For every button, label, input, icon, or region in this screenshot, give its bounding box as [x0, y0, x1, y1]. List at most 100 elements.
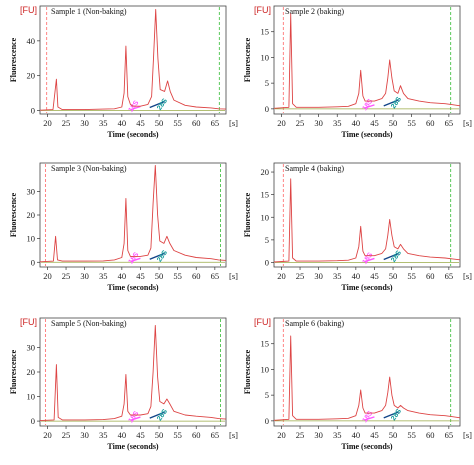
- fu-unit-label: [FU]: [254, 317, 271, 327]
- panel-title: Sample 5 (Non-baking): [51, 319, 127, 328]
- y-tick-label: 20: [27, 71, 36, 81]
- region-28s: [383, 99, 399, 107]
- x-tick-label: 45: [370, 118, 379, 128]
- x-tick-label: 65: [211, 430, 220, 440]
- x-tick-label: 25: [62, 430, 71, 440]
- x-tick-label: 55: [407, 271, 416, 281]
- plot-frame: [39, 162, 227, 268]
- x-tick-label: 65: [445, 271, 454, 281]
- x-tick-label: 55: [173, 118, 182, 128]
- x-tick-label: 35: [99, 118, 108, 128]
- x-tick-label: 20: [43, 271, 52, 281]
- chart-panel-5: 20 25 30 35 40 45 50 55 60 65 [s] 0 10 20 30 [FU] Fluore…: [9, 317, 238, 451]
- x-tick-label: 60: [192, 118, 201, 128]
- region-18s: [364, 257, 375, 263]
- region-18s: [130, 105, 141, 111]
- x-tick-label: 25: [62, 271, 71, 281]
- x-tick-label: 50: [155, 271, 164, 281]
- x-tick-label: 50: [155, 430, 164, 440]
- x-tick-label: 35: [333, 271, 342, 281]
- chart-panel-1: 20 25 30 35 40 45 50 55 60 65 [s] 0 20 40 [FU] Fluoresc…: [9, 5, 238, 139]
- x-tick-label: 40: [352, 430, 361, 440]
- x-tick-label: 65: [211, 271, 220, 281]
- x-tick-label: 60: [192, 430, 201, 440]
- panel-title: Sample 1 (Non-baking): [51, 7, 127, 16]
- region-28s: [149, 100, 165, 109]
- x-tick-label: 55: [407, 118, 416, 128]
- y-tick-label: 5: [265, 235, 269, 245]
- y-tick-label: 10: [261, 52, 270, 62]
- x-unit-label: [s]: [463, 271, 472, 281]
- x-tick-label: 65: [445, 430, 454, 440]
- y-tick-label: 5: [265, 390, 269, 400]
- x-tick-label: 40: [118, 118, 127, 128]
- region-18s: [364, 104, 375, 109]
- x-tick-label: 35: [333, 430, 342, 440]
- x-tick-label: 30: [80, 271, 89, 281]
- region-28s: [149, 252, 165, 260]
- y-axis-title: Fluorescence: [243, 192, 252, 237]
- y-tick-label: 0: [31, 416, 35, 426]
- fu-unit-label: [FU]: [254, 5, 271, 15]
- y-axis-title: Fluorescence: [9, 37, 18, 82]
- x-tick-label: 45: [370, 271, 379, 281]
- x-unit-label: [s]: [463, 430, 472, 440]
- y-tick-label: 10: [27, 392, 36, 402]
- x-tick-label: 20: [277, 430, 286, 440]
- y-tick-label: 20: [27, 367, 36, 377]
- region-18s: [130, 257, 141, 262]
- x-unit-label: [s]: [229, 430, 238, 440]
- chart-panel-3: 20 25 30 35 40 45 50 55 60 65 [s] 0 10 20 30 Fluorescen…: [9, 162, 238, 292]
- x-tick-label: 35: [99, 271, 108, 281]
- y-tick-label: 30: [27, 342, 36, 352]
- x-tick-label: 20: [277, 271, 286, 281]
- x-tick-label: 25: [296, 430, 305, 440]
- series-line: [273, 335, 461, 421]
- x-unit-label: [s]: [229, 271, 238, 281]
- x-tick-label: 50: [155, 118, 164, 128]
- y-tick-label: 20: [261, 167, 270, 177]
- plot-frame: [273, 162, 461, 268]
- y-tick-label: 0: [265, 416, 269, 426]
- x-tick-label: 50: [389, 271, 398, 281]
- x-tick-label: 20: [277, 118, 286, 128]
- x-unit-label: [s]: [463, 118, 472, 128]
- y-tick-label: 0: [265, 257, 269, 267]
- x-axis-title: Time (seconds): [107, 442, 159, 451]
- x-tick-label: 40: [118, 430, 127, 440]
- x-tick-label: 55: [407, 430, 416, 440]
- y-tick-label: 0: [31, 106, 35, 116]
- y-tick-label: 40: [27, 36, 36, 46]
- chart-panel-6: 20 25 30 35 40 45 50 55 60 65 [s] 0 5 10 15 [FU] Fluores…: [243, 317, 472, 451]
- x-tick-label: 35: [99, 430, 108, 440]
- x-tick-label: 60: [426, 118, 435, 128]
- fu-unit-label: [FU]: [20, 317, 37, 327]
- x-tick-label: 50: [389, 118, 398, 128]
- x-tick-label: 45: [136, 271, 145, 281]
- x-axis-title: Time (seconds): [341, 442, 393, 451]
- plot-frame: [273, 317, 461, 427]
- x-tick-label: 30: [314, 118, 323, 128]
- series-line: [39, 324, 227, 422]
- series-line: [273, 13, 461, 109]
- x-tick-label: 25: [62, 118, 71, 128]
- x-tick-label: 35: [333, 118, 342, 128]
- y-axis-title: Fluorescence: [243, 37, 252, 82]
- x-tick-label: 60: [426, 430, 435, 440]
- x-tick-label: 60: [426, 271, 435, 281]
- y-tick-label: 10: [261, 212, 270, 222]
- region-28s: [383, 252, 399, 261]
- x-unit-label: [s]: [229, 118, 238, 128]
- x-tick-label: 45: [136, 118, 145, 128]
- x-tick-label: 25: [296, 118, 305, 128]
- x-tick-label: 40: [352, 118, 361, 128]
- x-tick-label: 20: [43, 430, 52, 440]
- series-line: [39, 9, 227, 111]
- region-18s: [364, 416, 375, 421]
- panel-title: Sample 6 (baking): [285, 319, 344, 328]
- x-tick-label: 60: [192, 271, 201, 281]
- chart-panel-4: 20 25 30 35 40 45 50 55 60 65 [s] 0 5 10 15 20 Fluoresce…: [243, 162, 472, 292]
- x-axis-title: Time (seconds): [341, 283, 393, 292]
- region-28s: [383, 411, 399, 419]
- plot-frame: [273, 5, 461, 115]
